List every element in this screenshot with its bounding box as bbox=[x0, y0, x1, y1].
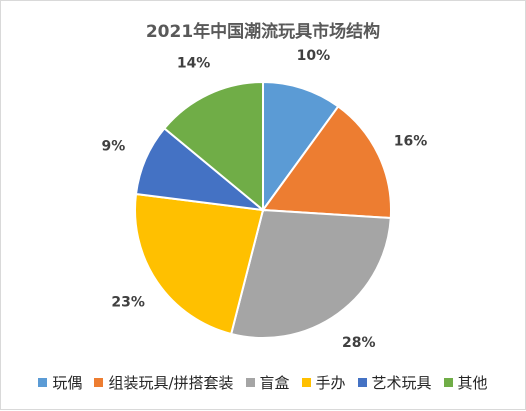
data-label: 23% bbox=[111, 295, 145, 311]
pie-slice bbox=[229, 208, 392, 339]
legend-item: 艺术玩具 bbox=[357, 372, 432, 393]
legend-item: 组装玩具/拼搭套装 bbox=[94, 372, 234, 393]
legend-label: 组装玩具/拼搭套装 bbox=[108, 374, 234, 392]
legend-swatch bbox=[38, 378, 48, 387]
legend-item: 手办 bbox=[301, 372, 346, 393]
legend-label: 手办 bbox=[315, 374, 346, 392]
data-label: 16% bbox=[394, 134, 428, 150]
legend-swatch bbox=[245, 378, 255, 387]
legend-item: 玩偶 bbox=[38, 372, 82, 393]
pie-slice bbox=[162, 80, 264, 213]
pie-slice bbox=[261, 105, 392, 220]
legend-swatch bbox=[357, 378, 367, 387]
data-label: 28% bbox=[342, 335, 376, 351]
legend-label: 艺术玩具 bbox=[371, 374, 432, 392]
chart-legend: 玩偶 组装玩具/拼搭套装 盲盒 手办 艺术玩具 其他 bbox=[1, 372, 525, 393]
data-label: 9% bbox=[102, 138, 126, 154]
pie-slice bbox=[262, 80, 340, 214]
legend-swatch bbox=[301, 378, 311, 387]
legend-swatch bbox=[443, 378, 453, 387]
chart-title: 2021年中国潮流玩具市场结构 bbox=[145, 22, 381, 42]
pie-slice bbox=[134, 192, 265, 336]
legend-label: 盲盒 bbox=[259, 374, 290, 392]
legend-label: 其他 bbox=[457, 374, 488, 392]
data-label: 14% bbox=[177, 56, 211, 72]
legend-swatch bbox=[94, 378, 104, 387]
pie-slices bbox=[134, 80, 392, 339]
legend-item: 盲盒 bbox=[245, 372, 290, 393]
data-label: 10% bbox=[297, 48, 331, 64]
legend-item: 其他 bbox=[443, 372, 488, 393]
pie-data-labels: 10% 16% 28% 23% 9% 14% bbox=[102, 48, 428, 351]
legend-label: 玩偶 bbox=[52, 374, 83, 392]
